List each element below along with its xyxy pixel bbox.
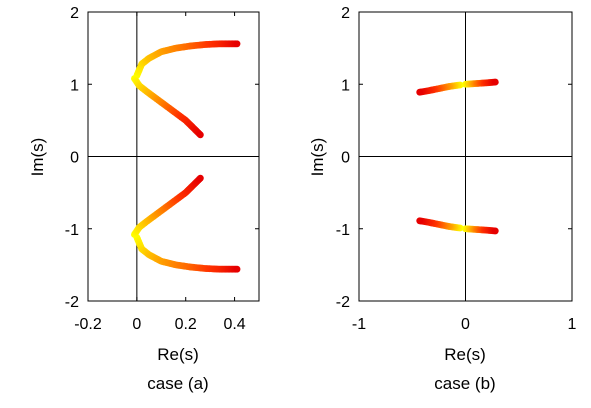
x-tick-label-a: 0 <box>132 316 141 333</box>
locus-point <box>416 217 424 225</box>
locus-point <box>491 227 499 235</box>
caption-a: case (a) <box>147 374 208 393</box>
y-tick-label-b: -2 <box>336 294 350 311</box>
x-tick-label-a: 0.4 <box>223 316 245 333</box>
y-tick-label-a: 0 <box>70 150 79 167</box>
x-tick-label-a: 0.2 <box>175 316 197 333</box>
locus-point <box>233 265 241 273</box>
y-tick-label-a: 1 <box>70 77 79 94</box>
x-axis-label-a: Re(s) <box>157 345 199 364</box>
locus-point <box>233 40 241 48</box>
y-axis-label-a: Im(s) <box>28 138 47 177</box>
y-axis-label-b: Im(s) <box>308 138 327 177</box>
y-tick-label-a: -1 <box>65 222 79 239</box>
y-tick-label-a: 2 <box>70 5 79 22</box>
y-tick-label-b: 2 <box>341 5 350 22</box>
x-tick-label-a: -0.2 <box>74 316 102 333</box>
locus-point <box>196 131 204 139</box>
ticks-a: -0.2 0 0.2 0.4 -2 -1 0 1 2 <box>65 5 259 333</box>
marks-a <box>131 40 241 273</box>
locus-point <box>196 174 204 182</box>
y-tick-label-b: 0 <box>341 150 350 167</box>
y-tick-label-b: 1 <box>341 77 350 94</box>
locus-point <box>416 88 424 96</box>
panel-a: -0.2 0 0.2 0.4 -2 -1 0 1 2 Im(s) Re(s) case (a) <box>28 5 260 393</box>
x-axis-label-b: Re(s) <box>444 345 486 364</box>
caption-b: case (b) <box>434 374 495 393</box>
y-tick-label-b: -1 <box>336 222 350 239</box>
x-tick-label-b: 0 <box>461 316 470 333</box>
locus-point <box>491 78 499 86</box>
marks-b <box>416 78 499 235</box>
x-tick-label-b: -1 <box>352 316 366 333</box>
y-tick-label-a: -2 <box>65 294 79 311</box>
x-tick-label-b: 1 <box>568 316 577 333</box>
